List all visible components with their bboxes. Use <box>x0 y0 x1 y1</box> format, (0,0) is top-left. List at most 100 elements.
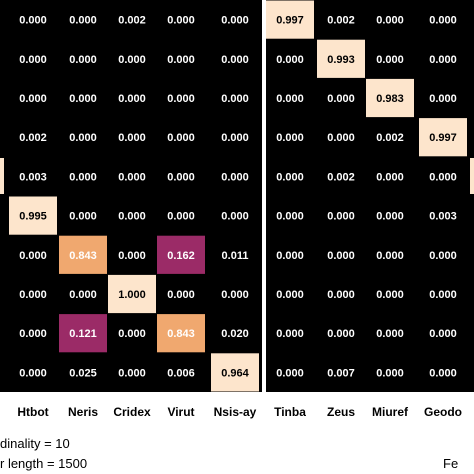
cardinality-note: dinality = 10 <box>0 436 70 451</box>
heatmap-cell <box>59 314 107 353</box>
cell-value-label: 0.002 <box>19 132 47 144</box>
cell-value-label: 0.003 <box>429 211 457 223</box>
cell-value-label: 0.843 <box>69 250 97 262</box>
cell-value-label: 0.000 <box>221 15 249 27</box>
cell-value-label: 1.000 <box>118 289 146 301</box>
heatmap-cell <box>108 274 156 314</box>
cell-value-label: 0.000 <box>19 367 47 379</box>
cell-value-label: 0.025 <box>69 367 97 379</box>
cell-value-label: 0.162 <box>167 250 195 262</box>
heatmap-cell <box>211 353 259 392</box>
cell-value-label: 0.000 <box>376 54 404 66</box>
cell-value-label: 0.011 <box>222 250 249 262</box>
heatmap-right-panel: 0.997 0.002 0.000 0.000 0.000 0.993 0.000 0.000… <box>266 0 474 419</box>
cell-value-label: 0.000 <box>221 171 249 183</box>
cell-value-label: 0.000 <box>376 171 404 183</box>
cell-value-label: 0.000 <box>376 250 404 262</box>
cell-value-label: 0.000 <box>118 54 146 66</box>
cell-value-label: 0.000 <box>19 93 47 105</box>
cell-value-label: 0.000 <box>276 54 304 66</box>
column-tick-label: Cridex <box>113 405 151 419</box>
cell-value-label: 0.000 <box>221 211 249 223</box>
column-tick-label: Nsis-ay <box>214 405 257 419</box>
cell-value-label: 0.000 <box>376 211 404 223</box>
cell-value-label: 0.000 <box>327 250 355 262</box>
cell-value-label: 0.000 <box>69 289 97 301</box>
cell-value-label: 0.002 <box>327 15 355 27</box>
cell-value-label: 0.000 <box>167 15 195 27</box>
cell-value-label: 0.983 <box>376 93 404 105</box>
heatmap-background <box>0 0 262 392</box>
cell-value-label: 0.000 <box>276 289 304 301</box>
cell-value-label: 0.000 <box>167 171 195 183</box>
column-tick-label: Geodo <box>424 405 462 419</box>
cell-value-label: 0.000 <box>276 328 304 340</box>
edge-cell-fragment <box>470 158 474 194</box>
heatmap-cell <box>366 78 414 118</box>
heatmap-left-panel: 0.000 0.000 0.002 0.000 0.000 0.000 0.000 0.000… <box>0 0 262 419</box>
heatmap-cell <box>317 39 365 78</box>
cell-value-label: 0.000 <box>327 93 355 105</box>
cell-value-label: 0.000 <box>69 211 97 223</box>
cell-value-label: 0.000 <box>276 250 304 262</box>
cell-value-label: 0.000 <box>69 15 97 27</box>
cell-value-label: 0.000 <box>19 54 47 66</box>
cell-value-label: 0.000 <box>167 211 195 223</box>
column-tick-label: Tinba <box>274 405 306 419</box>
cell-value-label: 0.002 <box>118 15 146 27</box>
column-tick-label: Miuref <box>372 405 409 419</box>
cell-value-label: 0.000 <box>221 54 249 66</box>
cell-value-label: 0.000 <box>118 250 146 262</box>
cell-value-label: 0.000 <box>327 289 355 301</box>
cell-value-label: 0.995 <box>19 211 47 223</box>
edge-cell-fragment <box>0 158 4 194</box>
cell-value-label: 0.000 <box>69 93 97 105</box>
cell-value-label: 0.000 <box>69 132 97 144</box>
cell-value-label: 0.000 <box>429 289 457 301</box>
cell-value-label: 0.000 <box>167 93 195 105</box>
cell-value-label: 0.000 <box>276 211 304 223</box>
heatmap-cell <box>9 196 57 235</box>
cell-value-label: 0.000 <box>429 93 457 105</box>
cell-value-label: 0.000 <box>221 93 249 105</box>
cell-value-label: 0.000 <box>429 171 457 183</box>
cell-value-label: 0.997 <box>276 15 304 27</box>
cell-value-label: 0.000 <box>167 54 195 66</box>
truncated-label: Fe <box>443 456 459 471</box>
cell-value-label: 0.000 <box>327 132 355 144</box>
cell-value-label: 0.002 <box>376 132 404 144</box>
cell-value-label: 0.000 <box>118 93 146 105</box>
cell-value-label: 0.000 <box>19 250 47 262</box>
cell-value-label: 0.000 <box>118 132 146 144</box>
cell-value-label: 0.843 <box>167 328 195 340</box>
cell-value-label: 0.000 <box>19 15 47 27</box>
cell-value-label: 0.000 <box>19 328 47 340</box>
column-tick-label: Htbot <box>17 405 48 419</box>
column-tick-label: Zeus <box>327 405 355 419</box>
cell-value-label: 0.000 <box>221 132 249 144</box>
cell-value-label: 0.997 <box>429 132 457 144</box>
cell-value-label: 0.007 <box>327 367 355 379</box>
column-tick-label: Virut <box>167 405 194 419</box>
cell-value-label: 0.000 <box>327 328 355 340</box>
cell-value-label: 0.000 <box>69 171 97 183</box>
cell-value-label: 0.002 <box>327 171 355 183</box>
cell-value-label: 0.000 <box>221 289 249 301</box>
cell-value-label: 0.020 <box>221 328 249 340</box>
cell-value-label: 0.000 <box>118 328 146 340</box>
cell-value-label: 0.000 <box>69 54 97 66</box>
cell-value-label: 0.000 <box>429 250 457 262</box>
cell-value-label: 0.000 <box>429 54 457 66</box>
length-note: r length = 1500 <box>0 456 88 471</box>
heatmap-cell <box>157 314 205 353</box>
cell-value-label: 0.000 <box>429 15 457 27</box>
cell-value-label: 0.000 <box>118 211 146 223</box>
cell-value-label: 0.000 <box>429 367 457 379</box>
cell-value-label: 0.000 <box>276 171 304 183</box>
cell-value-label: 0.000 <box>118 171 146 183</box>
cell-value-label: 0.000 <box>19 289 47 301</box>
cell-value-label: 0.121 <box>69 328 97 340</box>
cell-value-label: 0.000 <box>376 328 404 340</box>
cell-value-label: 0.000 <box>376 367 404 379</box>
